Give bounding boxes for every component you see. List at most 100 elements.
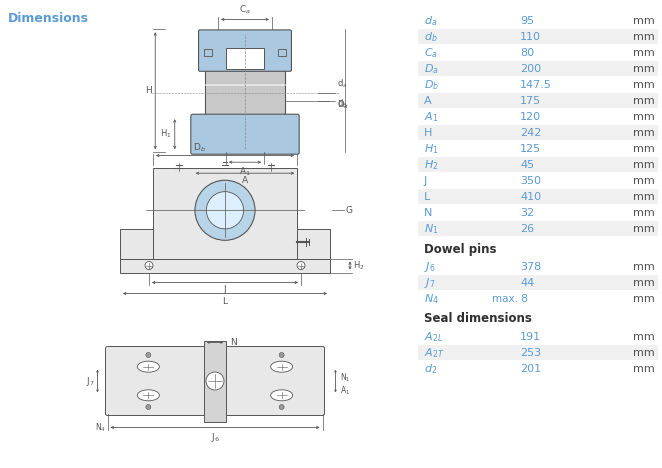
Bar xyxy=(418,275,658,290)
Text: 32: 32 xyxy=(520,208,534,218)
Bar xyxy=(297,229,330,258)
FancyBboxPatch shape xyxy=(105,346,324,416)
Bar xyxy=(418,93,658,108)
Text: $A_{1}$: $A_{1}$ xyxy=(424,110,438,124)
Circle shape xyxy=(146,352,151,358)
Circle shape xyxy=(195,180,255,240)
Text: $H_{1}$: $H_{1}$ xyxy=(424,142,439,156)
Ellipse shape xyxy=(137,390,160,401)
Text: N: N xyxy=(230,338,237,347)
Text: H$_1$: H$_1$ xyxy=(160,128,171,140)
Text: 175: 175 xyxy=(520,96,541,106)
Text: mm: mm xyxy=(634,32,655,42)
Bar xyxy=(120,229,153,258)
Circle shape xyxy=(279,352,284,358)
Bar xyxy=(153,168,297,258)
Text: $C_{a}$: $C_{a}$ xyxy=(424,46,438,60)
Text: H: H xyxy=(146,86,152,95)
Bar xyxy=(205,68,285,118)
Text: mm: mm xyxy=(634,48,655,58)
Text: N: N xyxy=(424,208,432,218)
Text: $A_{2T}$: $A_{2T}$ xyxy=(424,346,444,360)
Text: A$_1$: A$_1$ xyxy=(340,385,350,397)
Bar xyxy=(204,49,212,56)
Text: J$_6$: J$_6$ xyxy=(211,431,220,444)
Text: mm: mm xyxy=(634,208,655,218)
Text: 45: 45 xyxy=(520,160,534,170)
Text: mm: mm xyxy=(634,112,655,122)
Text: 410: 410 xyxy=(520,192,541,202)
Text: L: L xyxy=(222,297,228,306)
Text: 95: 95 xyxy=(520,16,534,26)
Text: 26: 26 xyxy=(520,224,534,234)
Text: 350: 350 xyxy=(520,176,541,186)
Text: 147.5: 147.5 xyxy=(520,80,552,90)
Text: J: J xyxy=(224,285,226,294)
Text: $d_{b}$: $d_{b}$ xyxy=(424,30,438,44)
Circle shape xyxy=(279,404,284,410)
Circle shape xyxy=(297,262,305,270)
Text: mm: mm xyxy=(634,144,655,154)
Text: mm: mm xyxy=(634,192,655,202)
Text: 242: 242 xyxy=(520,128,542,138)
Bar xyxy=(278,49,286,56)
Circle shape xyxy=(145,262,153,270)
Text: J: J xyxy=(424,176,427,186)
Text: mm: mm xyxy=(634,80,655,90)
Bar xyxy=(418,345,658,360)
Text: $N_{4}$: $N_{4}$ xyxy=(424,292,439,306)
Text: H$_2$: H$_2$ xyxy=(353,259,365,272)
Circle shape xyxy=(146,404,151,410)
Text: mm: mm xyxy=(634,176,655,186)
Circle shape xyxy=(207,192,244,229)
Text: mm: mm xyxy=(634,262,655,272)
Bar xyxy=(226,48,264,69)
Text: $H_{2}$: $H_{2}$ xyxy=(424,158,438,172)
Text: 201: 201 xyxy=(520,364,541,374)
FancyBboxPatch shape xyxy=(199,30,291,71)
Text: mm: mm xyxy=(634,348,655,358)
Text: D$_a$: D$_a$ xyxy=(337,99,348,111)
Text: 200: 200 xyxy=(520,64,541,74)
Text: H: H xyxy=(424,128,432,138)
Text: 120: 120 xyxy=(520,112,541,122)
Text: 125: 125 xyxy=(520,144,541,154)
Text: N$_4$: N$_4$ xyxy=(95,422,105,434)
Text: 378: 378 xyxy=(520,262,542,272)
Bar xyxy=(418,125,658,140)
Circle shape xyxy=(206,372,224,390)
Text: J$_7$: J$_7$ xyxy=(86,374,95,388)
Text: mm: mm xyxy=(634,364,655,374)
Text: 191: 191 xyxy=(520,332,541,342)
Bar xyxy=(120,258,330,272)
FancyBboxPatch shape xyxy=(191,114,299,154)
Bar xyxy=(418,221,658,236)
Text: $D_{b}$: $D_{b}$ xyxy=(424,78,439,92)
Text: 253: 253 xyxy=(520,348,541,358)
Text: d$_b$: d$_b$ xyxy=(337,97,348,110)
Text: A: A xyxy=(424,96,432,106)
Text: mm: mm xyxy=(634,64,655,74)
Text: 80: 80 xyxy=(520,48,534,58)
Text: $N_{1}$: $N_{1}$ xyxy=(424,222,438,236)
Text: d$_a$: d$_a$ xyxy=(337,78,348,90)
Text: mm: mm xyxy=(634,294,655,304)
Text: A: A xyxy=(242,176,248,185)
Text: mm: mm xyxy=(634,160,655,170)
Text: mm: mm xyxy=(634,332,655,342)
Text: $D_{a}$: $D_{a}$ xyxy=(424,62,439,76)
Text: $A_{2L}$: $A_{2L}$ xyxy=(424,330,443,344)
Text: $J_{7}$: $J_{7}$ xyxy=(424,276,436,290)
Text: 110: 110 xyxy=(520,32,541,42)
Text: 44: 44 xyxy=(520,278,534,288)
Text: mm: mm xyxy=(634,128,655,138)
Ellipse shape xyxy=(271,361,293,372)
Text: $d_{2}$: $d_{2}$ xyxy=(424,362,437,376)
Text: D$_b$: D$_b$ xyxy=(193,141,205,154)
Text: mm: mm xyxy=(634,96,655,106)
Bar xyxy=(204,341,226,422)
Text: Dimensions: Dimensions xyxy=(8,12,89,25)
Text: 8: 8 xyxy=(520,294,527,304)
Text: N$_1$: N$_1$ xyxy=(340,372,350,384)
Text: C$_a$: C$_a$ xyxy=(239,4,251,16)
